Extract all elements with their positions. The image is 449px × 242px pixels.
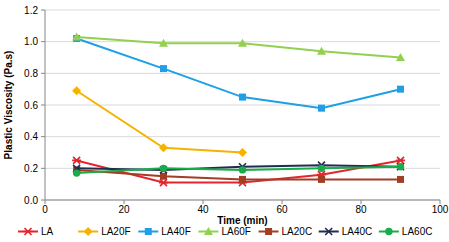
grid-line (45, 136, 440, 137)
data-point (397, 163, 404, 170)
data-point (159, 179, 168, 186)
x-axis-title: Time (min) (217, 215, 267, 226)
data-point (160, 173, 167, 180)
tick-label: 0.6 (24, 100, 38, 111)
tick-label: 0.8 (24, 68, 38, 79)
data-point (318, 165, 325, 172)
legend-label: LA40C (342, 226, 373, 237)
legend-marker (385, 228, 392, 235)
data-point (159, 143, 168, 152)
legend-marker (325, 228, 332, 235)
tick-label: 60 (276, 204, 288, 215)
grid-line (45, 10, 440, 11)
legend-label: LA60C (402, 226, 433, 237)
tick-label: 80 (355, 204, 367, 215)
data-point (72, 86, 81, 95)
tick-label: 40 (197, 204, 209, 215)
tick-mark (41, 136, 45, 137)
tick-mark (41, 10, 45, 11)
data-point (238, 148, 247, 157)
data-point (396, 53, 405, 61)
tick-label: 0 (42, 204, 48, 215)
tick-mark (41, 105, 45, 106)
tick-label: 1.0 (24, 36, 38, 47)
data-point (238, 39, 247, 47)
y-axis (45, 10, 46, 200)
legend-label: LA40F (161, 226, 190, 237)
data-point (72, 32, 81, 40)
data-point (318, 105, 325, 112)
grid-line (45, 200, 440, 201)
series-line (77, 160, 401, 182)
data-point (72, 157, 81, 164)
legend-label: LA60F (221, 226, 250, 237)
legend-marker (24, 228, 33, 235)
series-line (77, 167, 401, 173)
data-point (160, 165, 167, 172)
data-point (239, 94, 246, 101)
grid-line (45, 105, 440, 106)
tick-mark (41, 41, 45, 42)
grid-line (45, 73, 440, 74)
series-line (77, 91, 243, 153)
legend-marker (84, 227, 93, 236)
plot-area (72, 32, 405, 186)
legend-label: LA (41, 226, 54, 237)
legend-marker (204, 227, 213, 235)
data-point (397, 176, 404, 183)
series-line (77, 37, 401, 58)
data-point (317, 47, 326, 55)
y-axis-title: Plastic Viscosity (Pa.s) (3, 51, 14, 160)
tick-label: 20 (118, 204, 130, 215)
data-point (318, 176, 325, 183)
legend-label: LA20C (282, 226, 313, 237)
data-point (239, 176, 246, 183)
tick-mark (41, 168, 45, 169)
data-point (159, 39, 168, 47)
tick-label: 100 (432, 204, 449, 215)
data-point (396, 157, 405, 164)
legend-marker (265, 228, 272, 235)
tick-label: 0.0 (24, 195, 38, 206)
x-axis (45, 200, 440, 201)
tick-label: 0.4 (24, 131, 38, 142)
legend: LA LA20F LA40F LA60F LA20C LA40C LA60C (18, 226, 432, 237)
data-point (397, 163, 404, 170)
tick-label: 0.2 (24, 163, 38, 174)
series-line (77, 39, 401, 109)
chart: 0.0 0.2 0.4 0.6 0.8 1.0 1.2 0 20 40 60 80 100 Time (m… (0, 0, 449, 242)
tick-label: 1.2 (24, 5, 38, 16)
tick-mark (41, 73, 45, 74)
data-point (160, 65, 167, 72)
tick-mark (41, 200, 45, 201)
data-point (239, 166, 246, 173)
data-point (397, 86, 404, 93)
legend-label: LA20F (101, 226, 130, 237)
data-point (73, 169, 80, 176)
legend-marker (145, 228, 152, 235)
